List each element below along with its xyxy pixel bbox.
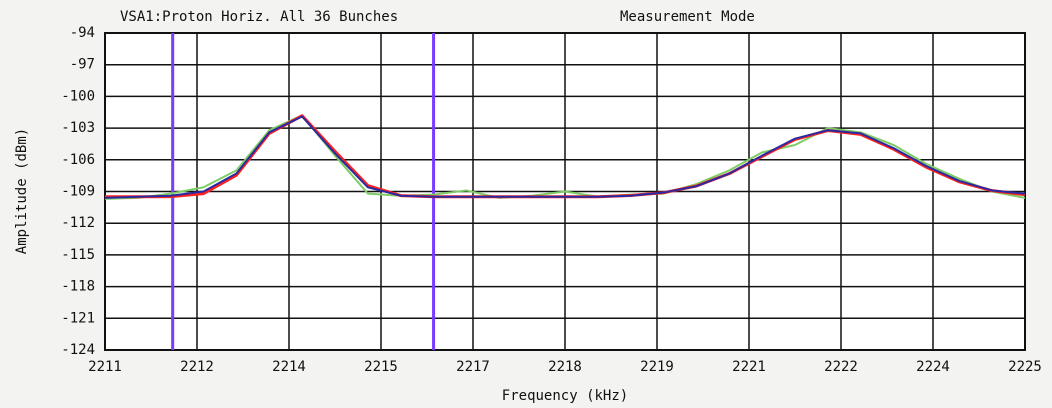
y-axis-label: Amplitude (dBm) xyxy=(14,128,30,254)
y-tick-label: -94 xyxy=(70,25,95,41)
y-tick-label: -106 xyxy=(61,152,95,168)
mode-label: Measurement Mode xyxy=(620,9,755,25)
y-tick-label: -115 xyxy=(61,247,95,263)
y-tick-label: -121 xyxy=(61,310,95,326)
x-tick-label: 2225 xyxy=(1008,359,1042,375)
plot-frame xyxy=(104,32,1026,351)
y-tick-label: -118 xyxy=(61,279,95,295)
chart-title: VSA1:Proton Horiz. All 36 Bunches xyxy=(120,9,398,25)
x-tick-label: 2217 xyxy=(456,359,490,375)
x-tick-label: 2212 xyxy=(180,359,214,375)
x-tick-label: 2214 xyxy=(272,359,306,375)
y-tick-label: -124 xyxy=(61,342,95,358)
y-tick-label: -103 xyxy=(61,120,95,136)
y-tick-label: -109 xyxy=(61,184,95,200)
x-tick-label: 2219 xyxy=(640,359,674,375)
x-tick-label: 2211 xyxy=(88,359,122,375)
y-tick-label: -112 xyxy=(61,215,95,231)
x-tick-label: 2215 xyxy=(364,359,398,375)
x-tick-label: 2222 xyxy=(824,359,858,375)
x-tick-label: 2224 xyxy=(916,359,950,375)
series-line xyxy=(104,114,1026,200)
x-tick-label: 2218 xyxy=(548,359,582,375)
x-tick-label: 2221 xyxy=(732,359,766,375)
series-line xyxy=(104,115,1026,199)
x-axis-label: Frequency (kHz) xyxy=(502,388,628,404)
y-tick-label: -97 xyxy=(70,57,95,73)
y-tick-label: -100 xyxy=(61,88,95,104)
